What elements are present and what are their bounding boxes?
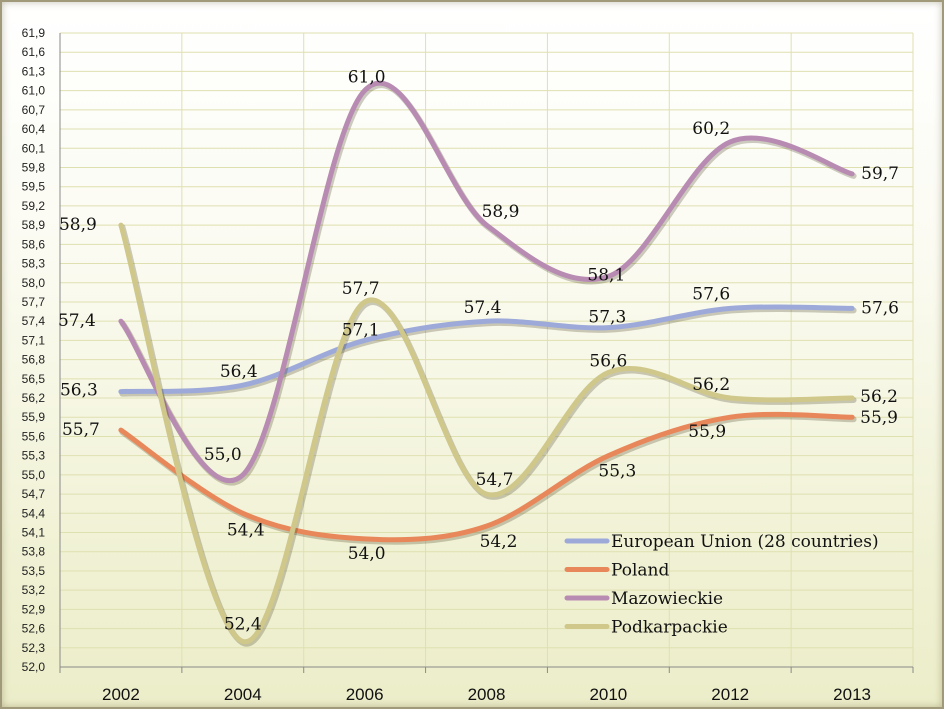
series-line-shadow-podkarpackie	[119, 224, 857, 647]
data-label-eu: 57,4	[464, 298, 502, 318]
series-line-mazowieckie	[118, 80, 855, 483]
y-tick-label: 59,2	[22, 199, 46, 213]
data-label-eu: 56,4	[220, 362, 258, 382]
y-tick-label: 56,5	[22, 372, 46, 386]
data-label-eu: 57,6	[861, 298, 899, 318]
x-tick-label: 2006	[346, 685, 384, 704]
data-label-eu: 57,3	[588, 308, 626, 328]
data-label-poland: 55,7	[62, 420, 100, 440]
legend-label-poland: Poland	[611, 561, 670, 581]
y-tick-label: 53,5	[22, 564, 46, 578]
y-tick-label: 58,9	[22, 218, 46, 232]
y-tick-label: 52,9	[22, 602, 46, 616]
x-tick-label: 2008	[468, 685, 506, 704]
data-label-poland: 55,3	[598, 462, 636, 482]
data-label-poland: 54,2	[480, 532, 518, 552]
y-tick-label: 56,2	[22, 391, 46, 405]
x-tick-label: 2004	[224, 685, 262, 704]
y-tick-label: 58,6	[22, 237, 46, 251]
y-tick-label: 61,9	[22, 26, 46, 40]
y-tick-label: 52,0	[22, 660, 46, 674]
x-tick-label: 2010	[589, 685, 627, 704]
legend: European Union (28 countries) Poland Mazow…	[564, 532, 879, 638]
y-tick-labels: 52,0 52,3 52,6 52,9 53,2 53,5 53,8 54,1 54,4 54,7…	[22, 26, 46, 674]
y-tick-label: 60,7	[22, 103, 46, 117]
series-line-poland	[118, 411, 855, 543]
data-label-eu: 57,6	[692, 284, 730, 304]
y-tick-label: 52,3	[22, 641, 46, 655]
data-label-podkarpackie: 57,7	[342, 279, 380, 299]
data-label-mazowieckie: 59,7	[861, 164, 899, 184]
series-line-podkarpackie	[118, 222, 855, 644]
y-tick-label: 58,3	[22, 257, 46, 271]
data-label-mazowieckie: 58,9	[482, 202, 520, 222]
y-tick-label: 60,4	[22, 122, 46, 136]
y-tick-label: 55,6	[22, 429, 46, 443]
y-tick-label: 57,4	[22, 314, 46, 328]
data-label-poland: 54,0	[348, 544, 386, 564]
data-label-podkarpackie: 52,4	[224, 614, 262, 634]
series-line-shadow-mazowieckie	[119, 82, 857, 486]
data-label-podkarpackie: 58,9	[59, 215, 97, 235]
x-tick-label: 2012	[711, 685, 749, 704]
data-label-podkarpackie: 56,2	[860, 387, 898, 407]
series-lines	[118, 80, 857, 647]
data-label-mazowieckie: 55,0	[204, 445, 242, 465]
y-tick-label: 52,6	[22, 622, 46, 636]
y-tick-label: 56,8	[22, 353, 46, 367]
y-tick-label: 58,0	[22, 276, 46, 290]
y-tick-label: 53,8	[22, 545, 46, 559]
legend-label-mazowieckie: Mazowieckie	[611, 589, 723, 609]
y-tick-label: 55,3	[22, 449, 46, 463]
data-label-poland: 55,9	[860, 408, 898, 428]
data-label-mazowieckie: 61,0	[348, 68, 386, 88]
y-tick-label: 57,7	[22, 295, 46, 309]
legend-label-eu: European Union (28 countries)	[611, 532, 879, 552]
data-label-eu: 57,1	[342, 320, 380, 340]
x-tick-label: 2013	[833, 685, 871, 704]
y-tick-label: 54,4	[22, 506, 46, 520]
data-label-podkarpackie: 56,6	[589, 351, 627, 371]
x-tick-label: 2002	[102, 685, 140, 704]
y-tick-label: 59,8	[22, 160, 46, 174]
y-tick-label: 61,3	[22, 64, 46, 78]
data-label-eu: 56,3	[60, 381, 98, 401]
data-label-podkarpackie: 56,2	[692, 375, 730, 395]
y-tick-label: 59,5	[22, 180, 46, 194]
axes	[59, 33, 914, 673]
data-label-mazowieckie: 57,4	[58, 311, 96, 331]
y-tick-label: 61,6	[22, 45, 46, 59]
data-label-poland: 54,4	[227, 520, 265, 540]
y-tick-label: 55,9	[22, 410, 46, 424]
series-line-eu	[118, 304, 855, 395]
y-tick-label: 54,1	[22, 526, 46, 540]
data-label-poland: 55,9	[688, 422, 726, 442]
legend-label-podkarpackie: Podkarpackie	[611, 618, 728, 638]
y-tick-label: 61,0	[22, 84, 46, 98]
data-label-mazowieckie: 60,2	[692, 119, 730, 139]
data-labels: 56,3 56,4 57,1 57,4 57,3 57,6 57,6 55,7 54,4 54,0…	[58, 68, 899, 635]
y-tick-label: 53,2	[22, 583, 46, 597]
y-tick-label: 60,1	[22, 141, 46, 155]
x-tick-labels: 2002 2004 2006 2008 2010 2012 2013	[102, 685, 871, 704]
grid-lines	[59, 32, 914, 668]
data-label-mazowieckie: 58,1	[587, 265, 625, 285]
y-tick-label: 54,7	[22, 487, 46, 501]
y-tick-label: 57,1	[22, 333, 46, 347]
y-tick-label: 55,0	[22, 468, 46, 482]
data-label-podkarpackie: 54,7	[476, 470, 514, 490]
